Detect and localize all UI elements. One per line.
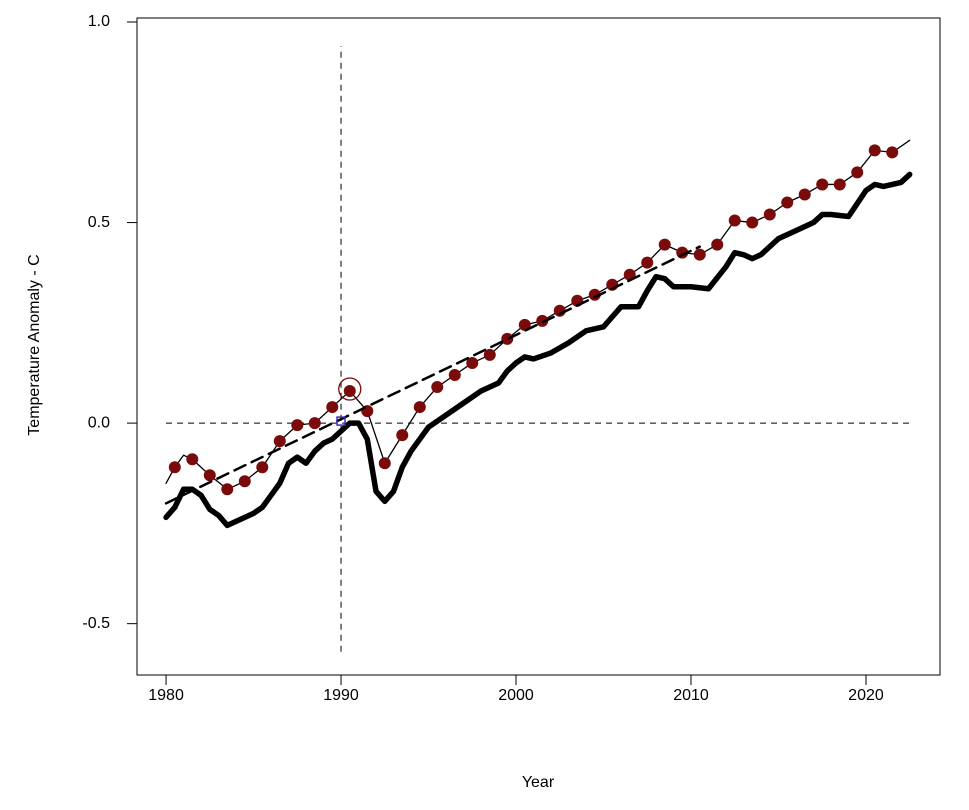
data-point [851,166,864,179]
data-point [483,348,496,361]
data-point [291,419,304,432]
data-point [343,385,356,398]
data-point [833,178,846,191]
data-point [641,256,654,269]
data-point [588,288,601,301]
data-point [781,196,794,209]
data-point [536,314,549,327]
data-point [238,475,251,488]
data-point [711,238,724,251]
y-axis-label: Temperature Anomaly - C [26,254,43,435]
data-point [518,318,531,331]
x-axis-label: Year [522,774,555,791]
data-point [658,238,671,251]
data-point [448,368,461,381]
y-tick-label: 0.5 [88,214,110,231]
series-line [164,245,701,505]
data-point [361,405,374,418]
data-point [168,461,181,474]
y-tick-label: 0.0 [88,414,110,431]
data-point [378,457,391,470]
marker [336,416,346,426]
data-point [466,356,479,369]
x-tick-label: 2020 [848,687,884,704]
data-point [798,188,811,201]
y-tick-label: -0.5 [82,615,110,632]
data-point [816,178,829,191]
data-point [693,248,706,261]
data-point [273,435,286,448]
plot-frame [136,17,941,676]
data-point [396,429,409,442]
data-point [203,469,216,482]
data-point [256,461,269,474]
data-point [431,381,444,394]
data-point [186,453,199,466]
highlight-circle [338,377,362,401]
data-point [746,216,759,229]
data-point [728,214,741,227]
data-point [326,401,339,414]
series-line [163,171,913,529]
data-point [501,332,514,345]
x-tick-label: 2010 [673,687,709,704]
data-point [868,144,881,157]
data-point [763,208,776,221]
x-tick-label: 1980 [148,687,184,704]
data-point [886,146,899,159]
data-point [308,417,321,430]
data-point [221,483,234,496]
data-point [413,401,426,414]
y-tick-label: 1.0 [88,13,110,30]
x-tick-label: 1990 [323,687,359,704]
x-tick-label: 2000 [498,687,534,704]
